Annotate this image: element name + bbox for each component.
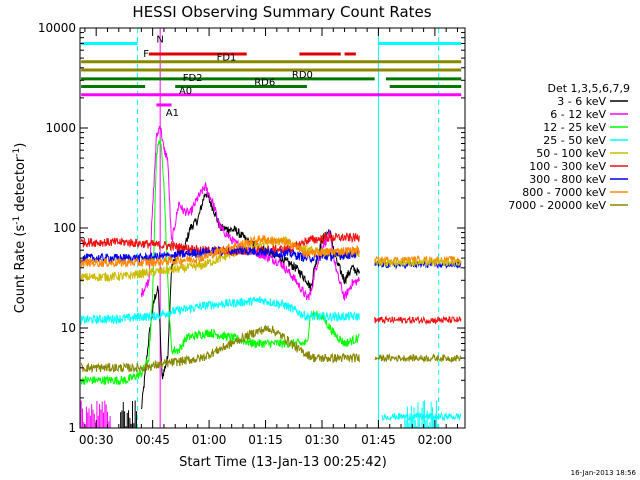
flag-label: A0 [179, 86, 192, 97]
legend-label: 800 - 7000 keV [522, 186, 606, 199]
legend-label: 3 - 6 keV [557, 95, 606, 108]
series-line-9 [80, 325, 360, 374]
legend-title: Det 1,3,5,6,7,9 [547, 82, 630, 95]
series-segment [374, 315, 462, 326]
x-tick-label: 02:00 [418, 433, 453, 447]
flag-label: RD6 [254, 78, 275, 89]
y-axis-label: Count Rate (s-1 detector-1) [12, 143, 28, 314]
flag-label: RD0 [292, 70, 313, 81]
series-line-6 [80, 232, 360, 258]
legend-label: 6 - 12 keV [550, 108, 606, 121]
legend-label: 12 - 25 keV [543, 121, 606, 134]
y-tick-label: 100 [53, 221, 76, 235]
series-line-8 [80, 234, 360, 268]
x-tick-label: 01:30 [305, 433, 340, 447]
timestamp: 16-Jan-2013 18:56 [571, 469, 637, 477]
x-tick-label: 00:30 [79, 433, 114, 447]
series-segment [374, 353, 462, 363]
y-tick-label: 1 [68, 421, 76, 435]
x-tick-label: 01:45 [361, 433, 396, 447]
x-axis-label: Start Time (13-Jan-13 00:25:42) [179, 455, 387, 470]
x-tick-label: 00:45 [135, 433, 170, 447]
y-axis-label-end: ) [13, 143, 28, 148]
plot-area [80, 28, 462, 428]
y-axis-label-mid: detector [13, 156, 28, 216]
x-tick-label: 01:15 [248, 433, 283, 447]
x-tick-label: 01:00 [192, 433, 227, 447]
legend-label: 25 - 50 keV [543, 134, 606, 147]
y-tick-label: 1000 [45, 121, 76, 135]
y-tick-label: 10 [61, 321, 76, 335]
y-tick-label: 10000 [38, 21, 76, 35]
series-segment [374, 257, 462, 268]
flag-label: N [156, 34, 163, 45]
series-line-4 [80, 296, 360, 325]
y-axis-label-sup2: -1 [12, 148, 22, 157]
legend-label: 300 - 800 keV [529, 173, 606, 186]
legend-label: 100 - 300 keV [529, 160, 606, 173]
flag-label: F [143, 49, 149, 60]
y-axis-label-sup1: -1 [12, 216, 22, 225]
flag-label: FD2 [183, 73, 203, 84]
chart-title: HESSI Observing Summary Count Rates [132, 3, 431, 21]
legend-label: 50 - 100 keV [536, 147, 606, 160]
y-axis-label-start: Count Rate (s [13, 225, 28, 314]
flag-label: FD1 [217, 53, 237, 64]
legend-label: 7000 - 20000 keV [508, 199, 606, 212]
flag-label: A1 [166, 108, 179, 119]
